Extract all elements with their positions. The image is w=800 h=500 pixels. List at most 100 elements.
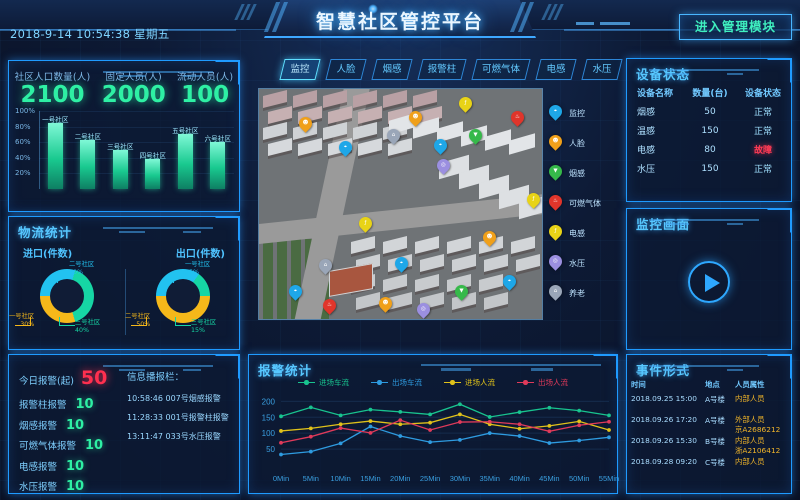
legend-item-可燃气体[interactable]: ♨ 可燃气体 xyxy=(546,192,615,213)
event-place: A号楼 xyxy=(705,395,725,404)
donut-slice-name: 二号社区 xyxy=(69,261,95,268)
tab-监控[interactable]: 监控 xyxy=(279,59,321,80)
map-pin-可燃气体[interactable]: ♨ xyxy=(508,108,527,128)
map-pin-人脸[interactable]: ☻ xyxy=(376,294,395,314)
map-pin-监控[interactable]: ⌖ xyxy=(431,136,450,156)
donut-slice-name: 三号社区 xyxy=(191,319,217,326)
panel-deco xyxy=(635,215,785,227)
chart-data-point xyxy=(607,435,611,440)
event-plate: 浙A2106412 xyxy=(735,445,781,455)
table-row[interactable]: 2018.09.26 15:30 B号楼 内部人员 浙A2106412 xyxy=(631,434,789,455)
chart-data-point xyxy=(398,418,403,423)
chart-x-tick: 55Min xyxy=(599,474,619,483)
tab-label: 电感 xyxy=(546,64,566,75)
legend-entry-出场人流[interactable]: 出场人流 xyxy=(517,377,568,388)
tab-label: 报警柱 xyxy=(427,64,457,75)
table-row[interactable]: 2018.09.26 17:20 A号楼 外部人员 京A2686212 xyxy=(631,413,789,434)
legend-entry-进场车流[interactable]: 进场车流 xyxy=(298,377,349,388)
chart-data-point xyxy=(577,423,582,428)
chart-data-point xyxy=(458,402,462,407)
events-table: 时间 地点 人员属性 2018.09.25 15:00 A号楼 内部人员 2018.09.2… xyxy=(631,377,789,476)
donut-slice-percent: 50% xyxy=(136,321,150,328)
map-layer-tabs[interactable]: 监控 人脸 烟感 报警柱 可燃气体 电感 水压 xyxy=(279,59,623,83)
chart-legend: 进场车流 出场车流 进场人流 出场人流 xyxy=(249,377,617,388)
tab-label: 烟感 xyxy=(382,64,402,75)
map-pin-人脸[interactable]: ☻ xyxy=(296,114,315,134)
map-pin-人脸[interactable]: ☻ xyxy=(406,108,425,128)
alarm-line-chart: 50 100 150 200 0Min 5Min 10Min 15Min 20Min 25Min 3… xyxy=(262,397,619,483)
tab-水压[interactable]: 水压 xyxy=(581,59,623,80)
tab-报警柱[interactable]: 报警柱 xyxy=(417,59,467,80)
map-pin-监控[interactable]: ⌖ xyxy=(286,282,305,302)
alarm-row: 电感报警 10 xyxy=(19,459,123,474)
map-vegetation xyxy=(291,239,301,319)
enter-admin-module-button[interactable]: 进入管理模块 xyxy=(679,14,792,40)
legend-item-烟感[interactable]: ▼ 烟感 xyxy=(546,162,615,183)
legend-item-养老[interactable]: ⌂ 养老 xyxy=(546,282,615,303)
donut-leader-line xyxy=(173,275,187,276)
map-pin-监控[interactable]: ⌖ xyxy=(500,272,519,292)
donut-slice-label: 三号社区 40% xyxy=(75,319,100,335)
table-row[interactable]: 2018.09.25 15:00 A号楼 内部人员 xyxy=(631,392,789,413)
bar-chart-y-tick: 40% xyxy=(15,153,31,162)
events-title: 事件形式 xyxy=(636,363,691,378)
community-map[interactable]: ☻ ☻ ƒ ♨ ⌖ ⌂ ⌖ ▼ ◎ ⌂ ⌖ ƒ ☻ ⌖ ▼ ◎ ☻ ♨ ⌖ ƒ xyxy=(258,88,543,320)
legend-item-监控[interactable]: ⌖ 监控 xyxy=(546,102,615,123)
map-pin-水压[interactable]: ◎ xyxy=(434,156,453,176)
legend-item-label: 可燃气体 xyxy=(569,199,601,208)
alarm-row: 水压报警 10 xyxy=(19,479,123,494)
bar-chart-gridline xyxy=(39,126,234,128)
alarm-row-value: 10 xyxy=(66,417,85,433)
alarm-row: 烟感报警 10 xyxy=(19,418,123,433)
tab-烟感[interactable]: 烟感 xyxy=(371,59,413,80)
header: 智慧社区管控平台 2018-9-14 10:54:38 星期五 进入管理模块 xyxy=(0,0,800,46)
alarm-row-label: 烟感报警 xyxy=(19,420,58,432)
map-pin-人脸[interactable]: ☻ xyxy=(480,228,499,248)
map-pin-监控[interactable]: ⌖ xyxy=(392,254,411,274)
chart-series-进场车流 xyxy=(280,403,610,418)
chart-data-point xyxy=(279,429,283,433)
map-pin-电感[interactable]: ƒ xyxy=(356,214,375,234)
device-name: 温感 xyxy=(637,127,656,137)
map-pin-烟感[interactable]: ▼ xyxy=(466,126,485,146)
tab-人脸[interactable]: 人脸 xyxy=(325,59,367,80)
donut-slice-name: 二号社区 xyxy=(125,313,151,320)
map-pin-烟感[interactable]: ▼ xyxy=(452,282,471,302)
map-pin-养老[interactable]: ⌂ xyxy=(384,126,403,146)
chart-data-point xyxy=(547,405,552,410)
chart-series-出场车流 xyxy=(280,425,610,456)
alarm-row-label: 可燃气体报警 xyxy=(19,441,77,452)
legend-item-水压[interactable]: ◎ 水压 xyxy=(546,252,615,273)
kpi-fixed-population: 固定人员(人) 2000 xyxy=(102,69,166,107)
legend-item-label: 人脸 xyxy=(569,139,585,148)
legend-entry-label: 出场车流 xyxy=(392,378,422,387)
map-pin-监控[interactable]: ⌖ xyxy=(336,138,355,158)
table-row[interactable]: 2018.09.28 09:20 C号楼 内部人员 xyxy=(631,455,789,476)
alarm-row-value: 10 xyxy=(66,458,85,474)
alarm-row-label: 水压报警 xyxy=(19,482,58,493)
chart-data-point xyxy=(279,440,283,445)
监控-pin-icon: ⌖ xyxy=(546,102,565,121)
panel-deco xyxy=(83,67,233,79)
donut-slice-name: 一号社区 xyxy=(9,313,35,320)
map-pin-电感[interactable]: ƒ xyxy=(524,190,542,210)
烟感-pin-icon: ▼ xyxy=(546,162,565,181)
bar-chart-bar xyxy=(145,158,161,189)
水压-pin-icon: ◎ xyxy=(546,252,565,271)
map-pin-养老[interactable]: ⌂ xyxy=(316,256,335,276)
play-button-icon[interactable] xyxy=(688,260,730,303)
tab-电感[interactable]: 电感 xyxy=(535,59,577,80)
legend-entry-出场车流[interactable]: 出场车流 xyxy=(371,377,422,388)
chart-data-point xyxy=(487,419,492,424)
map-pin-电感[interactable]: ƒ xyxy=(456,94,475,114)
map-pin-可燃气体[interactable]: ♨ xyxy=(320,296,339,316)
donut-ring xyxy=(40,269,94,323)
alarm-feed-item: 11:28:33 001号报警柱报警 xyxy=(127,413,229,422)
tab-可燃气体[interactable]: 可燃气体 xyxy=(471,59,531,80)
event-time: 2018.09.28 09:20 xyxy=(631,457,697,466)
legend-item-电感[interactable]: ƒ 电感 xyxy=(546,222,615,243)
map-pin-水压[interactable]: ◎ xyxy=(414,300,433,319)
legend-item-人脸[interactable]: ☻ 人脸 xyxy=(546,132,615,153)
legend-entry-进场人流[interactable]: 进场人流 xyxy=(444,377,495,388)
col-place: 地点 xyxy=(705,380,720,389)
